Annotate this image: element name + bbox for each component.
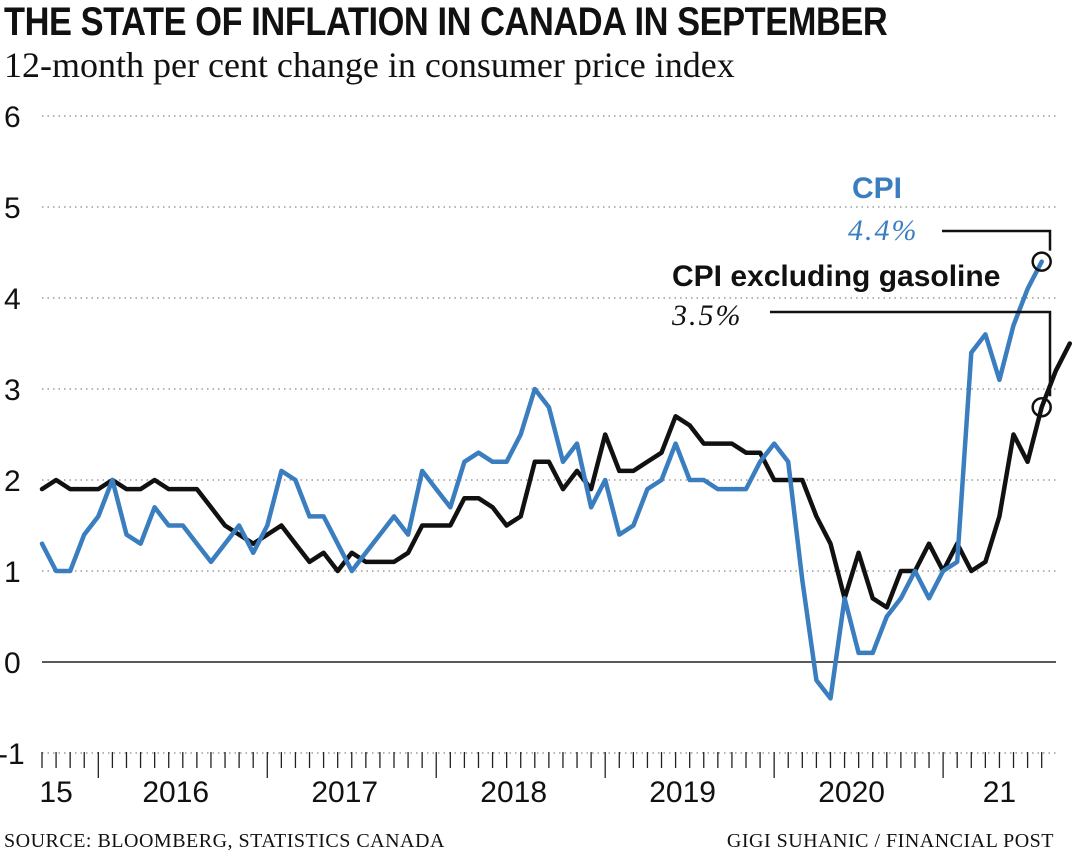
cpi-callout-line xyxy=(942,229,1052,251)
x-year-label: 15 xyxy=(39,776,72,809)
source-note: SOURCE: BLOOMBERG, STATISTICS CANADA xyxy=(4,830,445,852)
cpi-ex-gasoline-callout-line xyxy=(770,310,1052,397)
chart-title: THE STATE OF INFLATION IN CANADA IN SEPT… xyxy=(4,0,888,44)
cpi-ex-gasoline-label: CPI excluding gasoline xyxy=(672,260,1000,293)
gridlines xyxy=(42,115,1056,754)
credit-note: GIGI SUHANIC / FINANCIAL POST xyxy=(726,830,1054,852)
y-tick-label: 2 xyxy=(4,465,21,498)
cpi-value-label: 4.4% xyxy=(848,214,919,247)
chart-subtitle: 12-month per cent change in consumer pri… xyxy=(4,45,735,85)
cpi-ex-gasoline-line xyxy=(39,341,1073,610)
y-tick-label: 6 xyxy=(4,101,21,134)
x-axis: 15 2016 2017 2018 2019 2020 21 xyxy=(39,752,1043,809)
x-year-label: 2019 xyxy=(649,776,716,809)
cpi-endpoint-marker xyxy=(1031,251,1052,272)
x-year-label: 2016 xyxy=(142,776,209,809)
line-chart: -1 0 1 2 3 4 5 6 15 2016 2017 2018 2019 2020 21 CPI 4.… xyxy=(0,101,1073,809)
x-year-label: 2020 xyxy=(818,776,885,809)
y-tick-label: -1 xyxy=(0,738,25,771)
series-lines xyxy=(39,259,1073,701)
y-tick-label: 5 xyxy=(4,192,21,225)
x-year-label: 2018 xyxy=(480,776,547,809)
y-tick-label: 1 xyxy=(4,556,21,589)
x-year-label: 21 xyxy=(983,776,1016,809)
cpi-label: CPI xyxy=(852,172,902,205)
series-annotations: CPI 4.4% CPI excluding gasoline 3.5% xyxy=(671,172,1052,418)
x-year-label: 2017 xyxy=(311,776,378,809)
cpi-ex-gasoline-value-label: 3.5% xyxy=(671,299,743,332)
cpi-ex-gasoline-endpoint-marker xyxy=(1031,396,1052,418)
y-tick-label: 4 xyxy=(4,283,21,316)
y-axis-ticks: -1 0 1 2 3 4 5 6 xyxy=(0,101,25,771)
y-tick-label: 3 xyxy=(4,374,21,407)
y-tick-label: 0 xyxy=(4,647,21,680)
cpi-line xyxy=(39,259,1044,701)
